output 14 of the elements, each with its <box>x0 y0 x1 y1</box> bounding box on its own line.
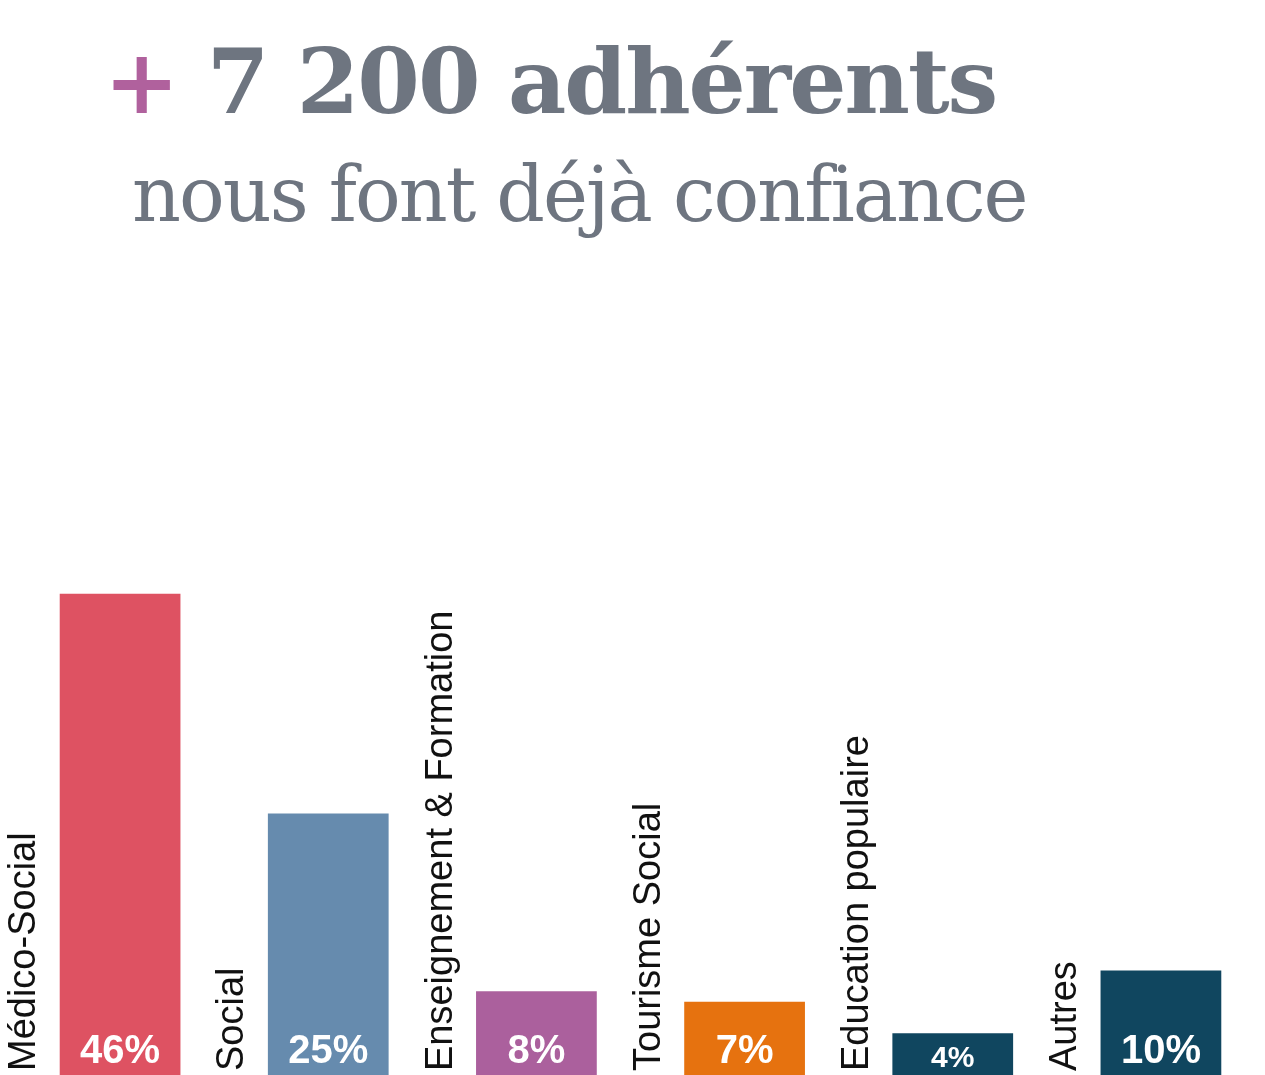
x-tick-label: Tourisme Social <box>625 802 668 1071</box>
data-label: 7% <box>715 1027 774 1071</box>
x-tick-label: Enseignement & Formation <box>417 610 460 1071</box>
x-tick-label: Education populaire <box>833 735 876 1071</box>
chart-subtitle: nous font déjà confiance <box>132 150 1027 239</box>
x-tick-label: Social <box>209 967 252 1071</box>
x-tick-label: Médico-Social <box>1 832 44 1071</box>
data-label: 4% <box>931 1040 975 1073</box>
data-label: 10% <box>1120 1027 1201 1071</box>
data-label: 46% <box>80 1027 161 1071</box>
data-label: 8% <box>507 1027 566 1071</box>
chart-title: + 7 200 adhérents <box>104 28 997 134</box>
data-label: 25% <box>288 1027 369 1071</box>
x-tick-label: Autres <box>1042 961 1085 1071</box>
